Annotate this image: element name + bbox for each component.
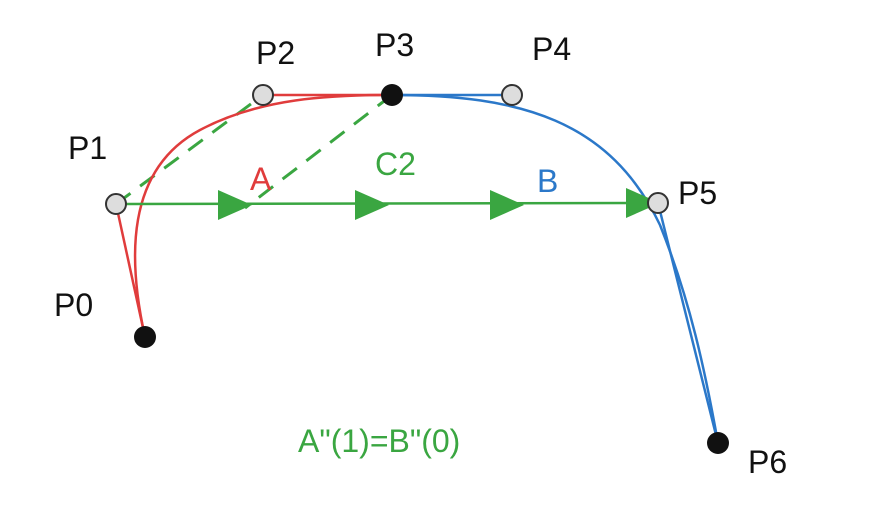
equation-label: A"(1)=B"(0): [298, 423, 460, 459]
dashed-p1-p2: [115, 93, 264, 206]
label-p5: P5: [678, 175, 717, 211]
control-segment-p5-p6: [656, 202, 720, 444]
label-c2: C2: [375, 146, 416, 182]
label-p1: P1: [68, 130, 107, 166]
point-p6: [707, 432, 729, 454]
label-curve-a: A: [250, 161, 272, 197]
point-p4: [501, 84, 523, 106]
dashed-p3-a: [244, 93, 393, 210]
label-p3: P3: [375, 27, 414, 63]
label-p6: P6: [748, 444, 787, 480]
c2-arrowhead-2: [355, 190, 389, 220]
point-p1: [105, 193, 127, 215]
label-p4: P4: [532, 31, 571, 67]
c2-arrowhead-4: [626, 188, 660, 218]
point-p0: [134, 326, 156, 348]
c2-arrowhead-1: [218, 190, 252, 220]
label-curve-b: B: [537, 163, 558, 199]
curve-b: [391, 93, 720, 444]
c2-line: [115, 201, 659, 206]
point-p5: [647, 192, 669, 214]
c2-arrowhead-3: [490, 190, 524, 220]
label-p0: P0: [54, 287, 93, 323]
point-p2: [252, 84, 274, 106]
curve-a: [133, 93, 393, 338]
point-p3: [381, 84, 403, 106]
label-p2: P2: [256, 35, 295, 71]
